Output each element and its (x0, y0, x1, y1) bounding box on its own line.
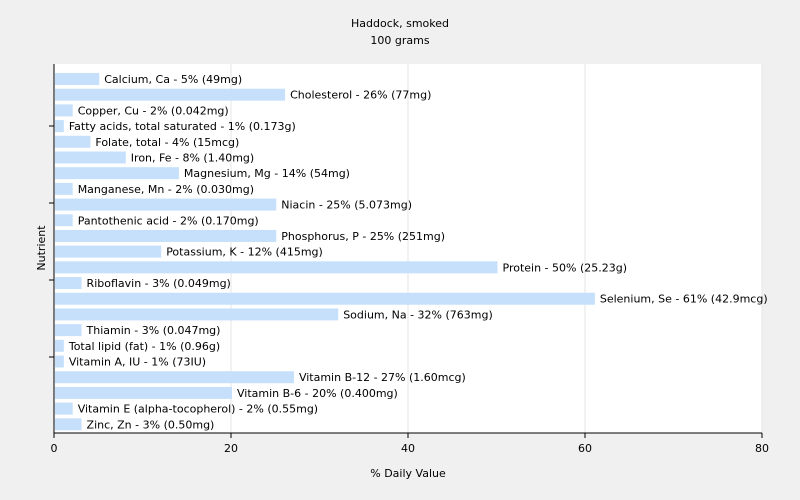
bar-label: Thiamin - 3% (0.047mg) (86, 324, 221, 337)
x-tick-label: 80 (755, 442, 769, 455)
bar-label: Vitamin B-12 - 27% (1.60mcg) (299, 371, 466, 384)
bar-label: Total lipid (fat) - 1% (0.96g) (68, 340, 220, 353)
bar (55, 229, 277, 242)
x-tick-label: 0 (51, 442, 58, 455)
bar (55, 198, 277, 211)
bar-label: Sodium, Na - 32% (763mg) (343, 308, 493, 321)
bar (55, 277, 82, 290)
y-axis-label: Nutrient (35, 225, 48, 271)
bar (55, 339, 64, 352)
bar (55, 292, 595, 305)
bar (55, 88, 286, 101)
x-tick-label: 20 (224, 442, 238, 455)
bar (55, 167, 179, 180)
bar (55, 402, 73, 415)
bar-label: Iron, Fe - 8% (1.40mg) (131, 151, 254, 164)
bar-label: Niacin - 25% (5.073mg) (281, 199, 412, 212)
bar-label: Folate, total - 4% (15mcg) (95, 136, 239, 149)
bar-label: Cholesterol - 26% (77mg) (290, 89, 431, 102)
bar (55, 308, 339, 321)
bar-label: Magnesium, Mg - 14% (54mg) (184, 167, 350, 180)
bar (55, 135, 91, 148)
bar (55, 214, 73, 227)
bar-label: Vitamin B-6 - 20% (0.400mg) (237, 387, 398, 400)
bar-label: Selenium, Se - 61% (42.9mcg) (600, 293, 768, 306)
bar-label: Zinc, Zn - 3% (0.50mg) (87, 418, 215, 431)
bar-label: Calcium, Ca - 5% (49mg) (104, 73, 242, 86)
bar (55, 355, 64, 368)
x-tick-label: 60 (578, 442, 592, 455)
bar (55, 386, 232, 399)
bar-label: Protein - 50% (25.23g) (503, 261, 628, 274)
bar-label: Vitamin A, IU - 1% (73IU) (69, 356, 206, 369)
chart-subtitle: 100 grams (370, 34, 429, 47)
bar (55, 120, 64, 133)
bar-label: Manganese, Mn - 2% (0.030mg) (78, 183, 254, 196)
bar (55, 73, 100, 85)
bar (55, 182, 73, 195)
bar (55, 418, 82, 431)
x-axis-label: % Daily Value (370, 467, 446, 480)
bar-label: Potassium, K - 12% (415mg) (166, 246, 323, 259)
bar (55, 324, 82, 337)
bar-label: Riboflavin - 3% (0.049mg) (87, 277, 231, 290)
bar-label: Phosphorus, P - 25% (251mg) (281, 230, 445, 243)
bar (55, 261, 498, 274)
bar (55, 371, 294, 384)
plot-area: Calcium, Ca - 5% (49mg) Cholesterol - 26%… (49, 64, 769, 455)
bar (55, 104, 73, 117)
bar (55, 245, 162, 258)
chart-title: Haddock, smoked (351, 17, 449, 30)
bar (55, 151, 126, 164)
bar-label: Fatty acids, total saturated - 1% (0.173… (69, 120, 296, 133)
bar-label: Copper, Cu - 2% (0.042mg) (78, 104, 229, 117)
bar-label: Vitamin E (alpha-tocopherol) - 2% (0.55m… (78, 403, 318, 416)
bar-label: Pantothenic acid - 2% (0.170mg) (78, 214, 259, 227)
x-tick-label: 40 (401, 442, 415, 455)
